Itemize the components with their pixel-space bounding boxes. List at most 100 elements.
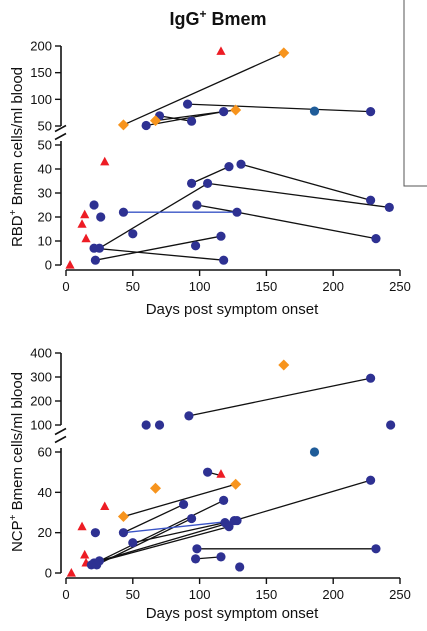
y-tick-label: 100 <box>30 92 52 107</box>
y-tick-label: 300 <box>30 370 52 385</box>
circle-point <box>219 255 229 265</box>
y-tick-label: 0 <box>45 566 52 581</box>
pair-line <box>91 499 224 566</box>
x-tick-label: 150 <box>256 279 278 294</box>
y-tick-label: 60 <box>38 445 52 460</box>
legend-box-edge <box>403 0 427 187</box>
circle-point <box>182 99 193 109</box>
circle-point <box>236 159 246 169</box>
circle-point <box>371 234 381 244</box>
y-axis-break-mark <box>54 427 67 436</box>
triangle-point <box>81 233 91 243</box>
x-tick-label: 50 <box>126 279 140 294</box>
triangle-point <box>80 209 90 219</box>
triangle-point <box>100 156 110 166</box>
pair-line <box>188 377 371 417</box>
pair-line <box>95 235 222 261</box>
circle-point <box>89 200 99 210</box>
pair-line <box>196 204 238 213</box>
ncp-y-axis-label: NCP+ Bmem cells/ml blood <box>8 372 26 552</box>
circle-point <box>94 243 104 253</box>
y-axis-break-mark <box>54 435 67 444</box>
rbd-x-axis-label: Days post symptom onset <box>146 301 319 318</box>
triangle-point <box>100 501 110 511</box>
pair-line <box>99 519 238 562</box>
circle-point <box>235 562 245 572</box>
circle-point <box>366 107 376 117</box>
diamond-point <box>150 115 162 127</box>
circle-point <box>224 522 234 532</box>
circle-point <box>232 515 242 526</box>
pair-line <box>240 163 371 201</box>
diamond-point <box>150 482 162 494</box>
triangle-point <box>65 260 75 269</box>
circle-point <box>216 552 226 562</box>
circle-point <box>141 120 151 131</box>
y-tick-label: 40 <box>38 162 52 177</box>
diamond-point <box>117 511 129 523</box>
circle-point <box>94 556 104 566</box>
circle-point <box>371 544 381 554</box>
y-tick-label: 0 <box>45 258 52 273</box>
circle-point <box>192 200 202 210</box>
circle-point <box>384 202 394 212</box>
circle-point <box>309 447 320 457</box>
x-tick-label: 200 <box>322 279 344 294</box>
diamond-point <box>230 478 242 490</box>
pair-line <box>99 182 208 249</box>
y-axis-break-mark <box>54 124 67 133</box>
circle-point <box>224 162 234 172</box>
pair-line <box>236 211 377 240</box>
x-tick-label: 250 <box>389 279 411 294</box>
circle-point <box>219 495 229 505</box>
pair-line-blue <box>123 519 238 534</box>
y-tick-label: 40 <box>38 485 52 500</box>
y-tick-label: 200 <box>30 394 52 409</box>
triangle-point <box>216 469 226 478</box>
circle-point <box>386 420 396 430</box>
y-tick-label: 50 <box>38 138 52 153</box>
ncp-panel: NCP+ Bmem cells/ml blood Days post sympt… <box>8 346 411 623</box>
x-tick-label: 200 <box>322 587 344 602</box>
circle-point <box>203 467 213 477</box>
figure-title: IgG+ Bmem <box>169 7 266 29</box>
circle-point <box>192 544 202 554</box>
rbd-y-axis-label: RBD+ Bmem cells/ml blood <box>8 67 26 247</box>
circle-point <box>154 420 165 430</box>
circle-point <box>216 231 226 241</box>
y-tick-label: 20 <box>38 525 52 540</box>
pair-line <box>207 182 390 209</box>
circle-point <box>190 241 201 251</box>
pair-line <box>132 521 226 544</box>
ncp-x-axis-label: Days post symptom onset <box>146 605 319 622</box>
y-tick-label: 200 <box>30 39 52 54</box>
rbd-panel: RBD+ Bmem cells/ml blood Days post sympt… <box>8 39 411 319</box>
circle-point <box>219 107 229 117</box>
triangle-point <box>80 549 90 559</box>
circle-point <box>141 420 151 430</box>
pair-line <box>123 483 236 518</box>
y-tick-label: 10 <box>38 234 52 249</box>
triangle-point <box>77 521 87 531</box>
circle-point <box>366 195 376 205</box>
pair-line <box>93 525 230 564</box>
x-tick-label: 100 <box>189 587 211 602</box>
pair-line <box>191 166 230 184</box>
pair-line <box>123 503 184 534</box>
circle-point <box>186 513 197 524</box>
pair-line <box>187 103 371 113</box>
y-tick-label: 100 <box>30 418 52 433</box>
circle-point <box>118 528 129 538</box>
circle-point <box>178 499 189 510</box>
circle-point <box>90 255 100 265</box>
x-tick-label: 150 <box>256 587 278 602</box>
y-axis-break-mark <box>54 132 67 141</box>
x-tick-label: 0 <box>62 587 69 602</box>
circle-point <box>90 528 100 538</box>
circle-point <box>128 229 138 239</box>
triangle-point <box>216 46 226 55</box>
y-tick-label: 20 <box>38 210 52 225</box>
circle-point <box>203 178 213 188</box>
pair-line <box>93 247 224 261</box>
